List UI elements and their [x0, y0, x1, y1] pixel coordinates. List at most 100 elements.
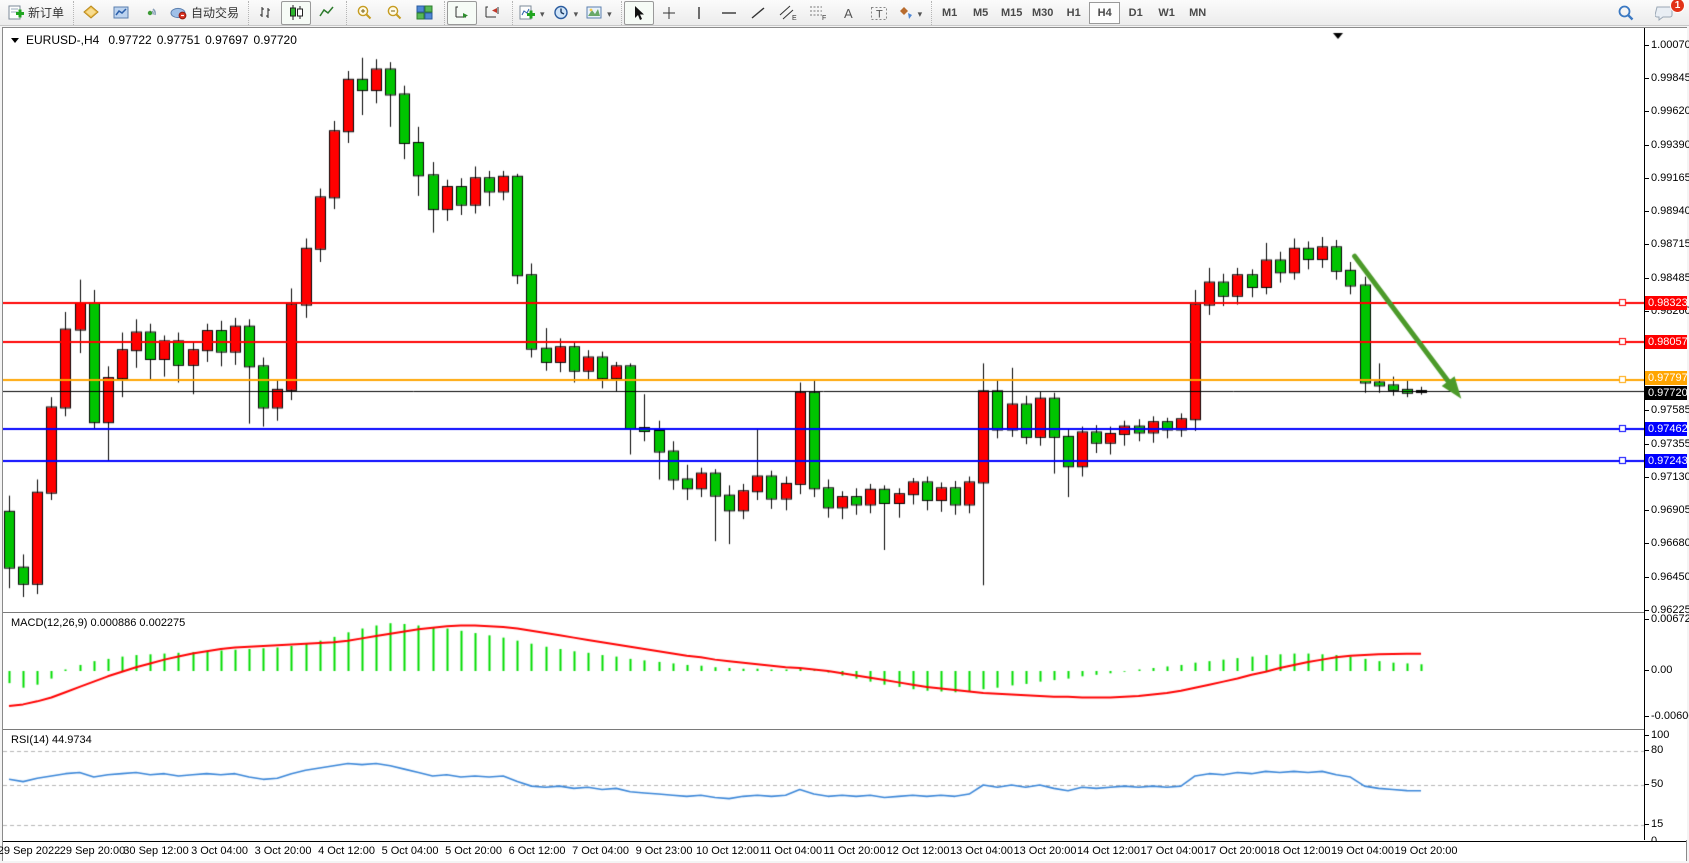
svg-text:F: F: [822, 15, 826, 21]
templates-dropdown-arrow[interactable]: [606, 6, 612, 20]
rsi-tick-50: 50: [1644, 778, 1664, 790]
new-order-label: 新订单: [28, 6, 65, 20]
price-tick-0.96680: 0.96680: [1645, 537, 1689, 550]
timeframe-group: M1 M5 M15 M30 H1 H4 D1 W1 MN: [931, 0, 1215, 25]
price-tick-0.98715: 0.98715: [1645, 238, 1689, 251]
svg-text:E: E: [792, 15, 797, 21]
price-tick-0.97585: 0.97585: [1645, 404, 1689, 417]
hline-price-label-0.97797: 0.97797: [1645, 371, 1688, 385]
macd-tick--0.006063: -0.006063: [1645, 710, 1689, 722]
periods-button[interactable]: [549, 1, 583, 25]
text-tool-button[interactable]: A: [834, 1, 864, 25]
time-label-7: 5 Oct 20:00: [445, 845, 502, 857]
shapes-dropdown-arrow[interactable]: [917, 6, 923, 20]
current-price-label: 0.97720: [1645, 386, 1688, 401]
timeframe-m30-button[interactable]: M30: [1031, 6, 1054, 19]
time-label-2: 30 Sep 12:00: [123, 845, 189, 857]
zoom-in-button[interactable]: [349, 1, 379, 25]
auto-scroll-button[interactable]: [447, 0, 478, 25]
timeframe-mn-button[interactable]: MN: [1189, 6, 1207, 19]
time-label-18: 17 Oct 04:00: [1140, 845, 1204, 857]
price-chart-canvas[interactable]: [3, 29, 1644, 613]
fibonacci-tool-button[interactable]: F: [804, 1, 834, 25]
zoom-out-icon: [386, 4, 403, 21]
crosshair-tool-button[interactable]: [654, 1, 684, 25]
vertical-line-icon: [692, 5, 706, 21]
time-label-5: 4 Oct 12:00: [318, 845, 375, 857]
search-icon: [1617, 4, 1635, 22]
horizontal-line-tool-button[interactable]: [714, 1, 744, 25]
macd-pane-canvas[interactable]: [3, 613, 1644, 729]
chart-shift-button[interactable]: [477, 1, 507, 25]
time-label-10: 9 Oct 23:00: [635, 845, 693, 857]
hline-price-label-0.98323: 0.98323: [1645, 295, 1688, 310]
signals-button[interactable]: [136, 1, 166, 25]
shapes-icon: [898, 5, 914, 21]
hline-price-label-0.97462: 0.97462: [1645, 422, 1688, 437]
trendline-tool-button[interactable]: [744, 1, 774, 25]
time-label-8: 6 Oct 12:00: [508, 845, 566, 857]
vertical-line-tool-button[interactable]: [684, 1, 714, 25]
rsi-pane-canvas[interactable]: [3, 730, 1644, 841]
timeframe-w1-button[interactable]: W1: [1158, 6, 1175, 19]
periods-clock-icon: [553, 4, 570, 21]
pane-separator-rsi[interactable]: [3, 729, 1684, 730]
timeframe-h4-button[interactable]: H4: [1089, 1, 1121, 24]
candlestick-mode-button[interactable]: [281, 0, 312, 25]
timeframe-m5-button[interactable]: M5: [973, 6, 989, 19]
periods-dropdown-arrow[interactable]: [573, 6, 579, 20]
cursor-tool-button[interactable]: [623, 0, 654, 25]
new-order-button[interactable]: 新订单: [4, 1, 68, 25]
timeframe-h1-button[interactable]: H1: [1066, 6, 1081, 19]
pane-separator-macd[interactable]: [3, 612, 1684, 613]
timeframe-m15-button[interactable]: M15: [1000, 6, 1023, 19]
templates-button[interactable]: [582, 1, 616, 25]
one-click-panel-arrow-icon[interactable]: [11, 37, 19, 43]
data-window-icon: [113, 4, 130, 21]
text-a-icon: A: [841, 5, 856, 21]
text-label-icon: T: [870, 5, 888, 21]
search-button[interactable]: [1611, 1, 1641, 25]
line-chart-icon: [318, 4, 335, 21]
rsi-tick-100: 100: [1644, 729, 1670, 741]
high-value: 0.97751: [156, 33, 201, 47]
auto-scroll-icon: [454, 4, 471, 21]
price-tick-0.98485: 0.98485: [1645, 271, 1689, 284]
time-label-16: 13 Oct 20:00: [1013, 845, 1077, 857]
rsi-tick-15: 15: [1644, 817, 1664, 830]
timeframe-d1-button[interactable]: D1: [1128, 6, 1143, 19]
shapes-tool-button[interactable]: [894, 1, 927, 25]
text-label-tool-button[interactable]: T: [864, 1, 894, 25]
line-chart-mode-button[interactable]: [311, 1, 341, 25]
equidistant-channel-tool-button[interactable]: E: [774, 1, 804, 25]
notifications-button[interactable]: 1: [1649, 0, 1685, 25]
time-label-22: 19 Oct 20:00: [1394, 845, 1458, 857]
cursor-arrow-icon: [631, 5, 646, 21]
rsi-tick-80: 80: [1644, 744, 1664, 756]
time-label-14: 12 Oct 12:00: [886, 845, 950, 857]
indicators-dropdown-arrow[interactable]: [539, 6, 545, 20]
notification-count-badge: 1: [1670, 0, 1685, 13]
time-label-9: 7 Oct 04:00: [572, 845, 629, 857]
data-window-button[interactable]: [106, 1, 136, 25]
rsi-label: RSI(14) 44.9734: [11, 734, 92, 746]
time-label-17: 14 Oct 12:00: [1077, 845, 1140, 857]
price-tick-0.96450: 0.96450: [1645, 570, 1689, 583]
time-label-4: 3 Oct 20:00: [254, 845, 312, 857]
hline-price-label-0.98057: 0.98057: [1645, 334, 1688, 349]
market-watch-button[interactable]: [76, 1, 106, 25]
tile-windows-button[interactable]: [409, 1, 439, 25]
time-label-15: 13 Oct 04:00: [950, 845, 1013, 857]
indicators-button[interactable]: [515, 1, 549, 25]
price-tick-0.99390: 0.99390: [1645, 138, 1689, 151]
zoom-out-button[interactable]: [379, 1, 409, 25]
trendline-icon: [750, 5, 767, 21]
svg-text:A: A: [844, 6, 853, 21]
bar-chart-mode-button[interactable]: [251, 1, 281, 25]
fibonacci-icon: F: [809, 4, 828, 21]
time-label-11: 10 Oct 12:00: [696, 845, 759, 857]
macd-tick-0.00: 0.00: [1644, 664, 1673, 676]
time-label-21: 19 Oct 04:00: [1331, 845, 1394, 857]
timeframe-m1-button[interactable]: M1: [942, 6, 958, 19]
algo-trading-button[interactable]: 自动交易: [166, 1, 243, 25]
